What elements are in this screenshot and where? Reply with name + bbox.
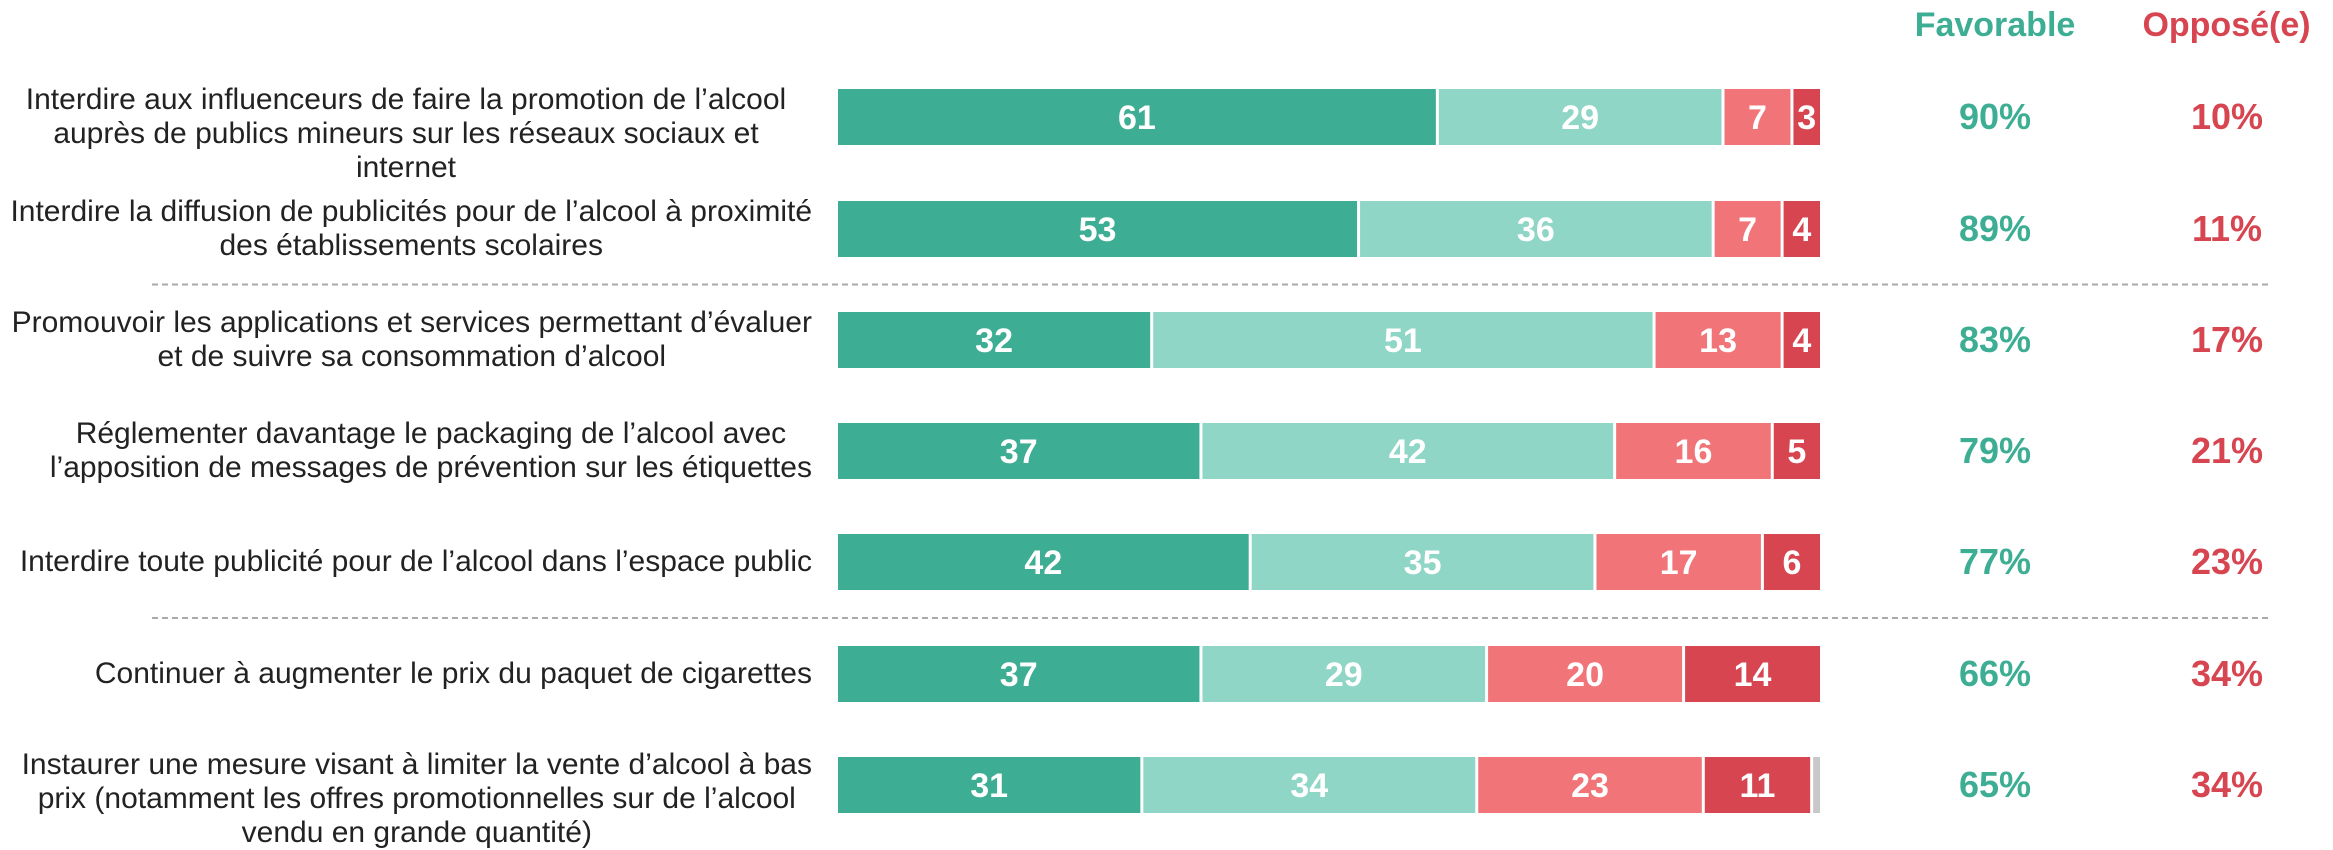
bar-value-label: 3 [1797,99,1816,137]
oppose-value: 34% [2191,764,2263,805]
category-label-text: Continuer à augmenter le prix du paquet … [95,657,812,691]
category-label-line: auprès de publics mineurs sur les réseau… [53,117,759,184]
stacked-bar-chart: 61 29 7 3 90% 10%53 36 7 4 89% 11%32 51 13 4 83% 17%37 4… [152,89,2268,813]
bar-segment [1783,312,1820,368]
bar-segment [838,89,1436,145]
category-label-text: Interdire aux influenceurs de faire la p… [0,83,812,185]
bar-value-label: 20 [1566,656,1604,694]
oppose-value: 10% [2191,96,2263,137]
oppose-header: Opposé(e) [2142,6,2311,44]
bar-value-label: 7 [1748,99,1767,137]
bar-segment [1655,312,1781,368]
bar-segment [1202,646,1486,702]
category-label-text: Interdire toute publicité pour de l’alco… [20,545,812,579]
bar-value-label: 31 [970,767,1008,805]
bar-value-label: 5 [1787,433,1806,471]
bar-segment [1714,201,1781,257]
bar-value-label: 29 [1325,656,1363,694]
category-label: Réglementer davantage le packaging de l’… [0,417,812,485]
bar-value-label: 4 [1792,211,1811,249]
bar-value-label: 23 [1571,767,1609,805]
bar-value-label: 37 [1000,433,1038,471]
bar-segment [838,646,1200,702]
bar-segment [1202,423,1614,479]
bar-segment [1793,89,1820,145]
category-label-line: et de suivre sa consommation d’alcool [157,340,667,373]
bar-segment [1724,89,1791,145]
bar-value-label: 37 [1000,656,1038,694]
bar-value-label: 16 [1675,433,1713,471]
category-label-line: Interdire la diffusion de publicités pou… [10,195,812,228]
category-label: Promouvoir les applications et services … [0,306,812,374]
bar-segment [838,534,1249,590]
favorable-value: 89% [1959,208,2031,249]
category-label-line: Continuer à augmenter le prix du paquet … [94,657,812,690]
bar-value-label: 36 [1517,211,1555,249]
bar-segment [1685,646,1820,702]
bar-segment [1773,423,1820,479]
bar-segment [1596,534,1761,590]
bar-segment [1813,757,1820,813]
bar-value-label: 42 [1389,433,1427,471]
category-label-line: l’apposition de messages de prévention s… [49,451,812,484]
bar-segment [1153,312,1653,368]
bar-value-label: 42 [1024,544,1062,582]
bar-value-label: 14 [1734,656,1772,694]
favorable-value: 65% [1959,764,2031,805]
bar-value-label: 6 [1782,544,1801,582]
category-label-text: Interdire la diffusion de publicités pou… [10,195,812,263]
oppose-value: 21% [2191,430,2263,471]
bar-value-label: 53 [1079,211,1117,249]
bar-segment [838,423,1200,479]
category-label: Continuer à augmenter le prix du paquet … [0,657,812,691]
favorable-value: 77% [1959,541,2031,582]
category-label-line: des établissements scolaires [219,229,603,262]
bar-value-label: 34 [1290,767,1328,805]
favorable-value: 79% [1959,430,2031,471]
favorable-value: 90% [1959,96,2031,137]
oppose-value: 34% [2191,653,2263,694]
category-label-line: Instaurer une mesure visant à limiter la… [21,748,812,781]
bar-segment [1704,757,1811,813]
bar-segment [1438,89,1722,145]
favorable-value: 83% [1959,319,2031,360]
bar-value-label: 32 [975,322,1013,360]
bar-segment [1360,201,1712,257]
bar-value-label: 51 [1384,322,1422,360]
oppose-value: 23% [2191,541,2263,582]
bar-segment [1616,423,1771,479]
category-label: Interdire toute publicité pour de l’alco… [0,545,812,579]
bar-segment [838,757,1141,813]
category-label: Interdire la diffusion de publicités pou… [0,195,812,263]
bar-value-label: 61 [1118,99,1156,137]
bar-segment [1143,757,1476,813]
bar-value-label: 13 [1699,322,1737,360]
oppose-value: 17% [2191,319,2263,360]
category-label-line: prix (notamment les offres promotionnell… [37,782,796,815]
category-label-line: Interdire toute publicité pour de l’alco… [19,545,812,578]
bar-value-label: 35 [1404,544,1442,582]
category-label-line: Réglementer davantage le packaging de l’… [75,417,787,450]
bar-segment [1251,534,1594,590]
bar-value-label: 17 [1660,544,1698,582]
category-label-line: Promouvoir les applications et services … [11,306,812,339]
oppose-value: 11% [2192,208,2262,249]
favorable-header: Favorable [1914,6,2076,44]
bar-segment [1763,534,1820,590]
bar-segment [838,201,1358,257]
favorable-value: 66% [1959,653,2031,694]
category-label-text: Promouvoir les applications et services … [12,306,812,374]
bar-value-label: 7 [1738,211,1757,249]
bar-segment [1783,201,1820,257]
category-label: Interdire aux influenceurs de faire la p… [0,83,812,185]
bar-segment [1488,646,1683,702]
bar-segment [838,312,1151,368]
bar-segment [1478,757,1702,813]
bar-value-label: 11 [1739,767,1775,805]
bar-value-label: 4 [1792,322,1811,360]
bar-value-label: 29 [1561,99,1599,137]
category-label-line: Interdire aux influenceurs de faire la p… [25,83,787,116]
category-label-text: Réglementer davantage le packaging de l’… [50,417,812,485]
